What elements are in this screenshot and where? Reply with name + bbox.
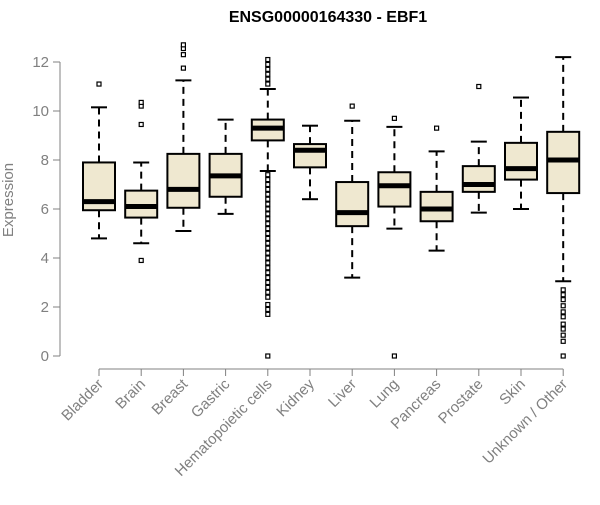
outlier-point <box>138 257 144 264</box>
outlier-point <box>138 121 144 128</box>
y-tick-label: 2 <box>41 299 49 316</box>
outlier-point <box>560 326 566 332</box>
x-tick-label: Kidney <box>273 375 318 420</box>
outlier-point <box>265 206 271 212</box>
outlier-point <box>265 61 271 68</box>
outlier-point <box>265 81 271 87</box>
outlier-point <box>265 66 271 72</box>
outlier-point <box>265 211 271 217</box>
box-unknown-other <box>546 56 581 359</box>
outlier-point <box>265 279 271 286</box>
box-bladder <box>82 81 116 240</box>
outlier-point <box>265 216 271 222</box>
x-tick-label: Brain <box>112 376 149 413</box>
box-liver <box>335 103 370 279</box>
x-tick-label: Breast <box>149 375 192 418</box>
y-axis: 0 2 4 6 8 10 12 <box>32 54 61 365</box>
outlier-point <box>560 287 566 293</box>
outlier-point <box>265 76 271 82</box>
outlier-point <box>96 81 102 87</box>
x-tick-label: Liver <box>325 376 360 411</box>
outlier-point <box>560 332 566 338</box>
outlier-point <box>265 260 271 266</box>
outlier-point <box>138 99 144 106</box>
y-tick-label: 0 <box>41 348 49 365</box>
box-kidney <box>293 124 327 201</box>
x-tick-label: Skin <box>496 376 529 409</box>
boxes-group <box>82 42 581 359</box>
outlier-point <box>265 301 271 308</box>
x-tick-label: Lung <box>367 376 403 412</box>
box-iqr <box>461 165 496 193</box>
box-gastric <box>208 118 243 215</box>
outlier-point <box>265 311 271 317</box>
outlier-point <box>180 42 186 48</box>
box-hematopoietic-cells <box>250 56 285 359</box>
outlier-point <box>560 314 566 320</box>
y-tick-label: 4 <box>41 250 49 267</box>
y-axis-label: Expression <box>0 163 17 237</box>
outlier-point <box>560 292 566 298</box>
outlier-point <box>434 125 440 131</box>
outlier-point <box>265 172 271 178</box>
outlier-point <box>265 270 271 276</box>
outlier-point <box>391 115 397 121</box>
box-skin <box>504 96 538 210</box>
outlier-point <box>560 353 566 359</box>
outlier-point <box>265 275 271 281</box>
outlier-point <box>265 226 271 232</box>
y-tick-label: 12 <box>32 54 49 71</box>
box-iqr <box>377 171 412 208</box>
y-tick-label: 6 <box>41 201 49 218</box>
outlier-point <box>265 289 271 295</box>
outlier-point <box>265 186 271 192</box>
outlier-point <box>560 297 566 303</box>
outlier-point <box>180 52 186 58</box>
outlier-point <box>265 191 271 197</box>
outlier-point <box>391 353 397 359</box>
box-lung <box>377 115 412 359</box>
box-breast <box>166 42 201 233</box>
outlier-point <box>265 71 271 77</box>
outlier-point <box>265 230 271 237</box>
outlier-point <box>265 250 271 256</box>
x-tick-label: Bladder <box>58 376 107 425</box>
outlier-point <box>560 321 566 327</box>
box-iqr <box>335 181 370 228</box>
outlier-point <box>265 181 271 188</box>
y-tick-label: 10 <box>32 103 49 120</box>
outlier-point <box>265 177 271 183</box>
outlier-point <box>560 309 566 315</box>
box-iqr <box>166 152 201 209</box>
outlier-point <box>560 338 566 344</box>
outlier-point <box>265 265 271 271</box>
outlier-point <box>265 245 271 251</box>
chart-title: ENSG00000164330 - EBF1 <box>229 9 427 26</box>
outlier-point <box>265 201 271 207</box>
outlier-point <box>560 303 566 309</box>
box-iqr <box>293 143 327 169</box>
outlier-point <box>265 235 271 241</box>
y-tick-label: 8 <box>41 152 49 169</box>
outlier-point <box>265 284 271 290</box>
outlier-point <box>265 255 271 261</box>
outlier-point <box>265 196 271 202</box>
box-prostate <box>461 83 496 214</box>
outlier-point <box>265 56 271 63</box>
outlier-point <box>265 240 271 246</box>
box-brain <box>124 99 159 264</box>
outlier-point <box>180 65 186 71</box>
box-iqr <box>504 141 538 181</box>
outlier-point <box>476 83 482 90</box>
outlier-point <box>265 306 271 313</box>
outlier-point <box>265 221 271 227</box>
outlier-point <box>265 353 271 359</box>
outlier-point <box>349 103 355 109</box>
box-pancreas <box>419 125 454 252</box>
outlier-point <box>265 294 271 300</box>
x-tick-label: Prostate <box>435 376 487 428</box>
